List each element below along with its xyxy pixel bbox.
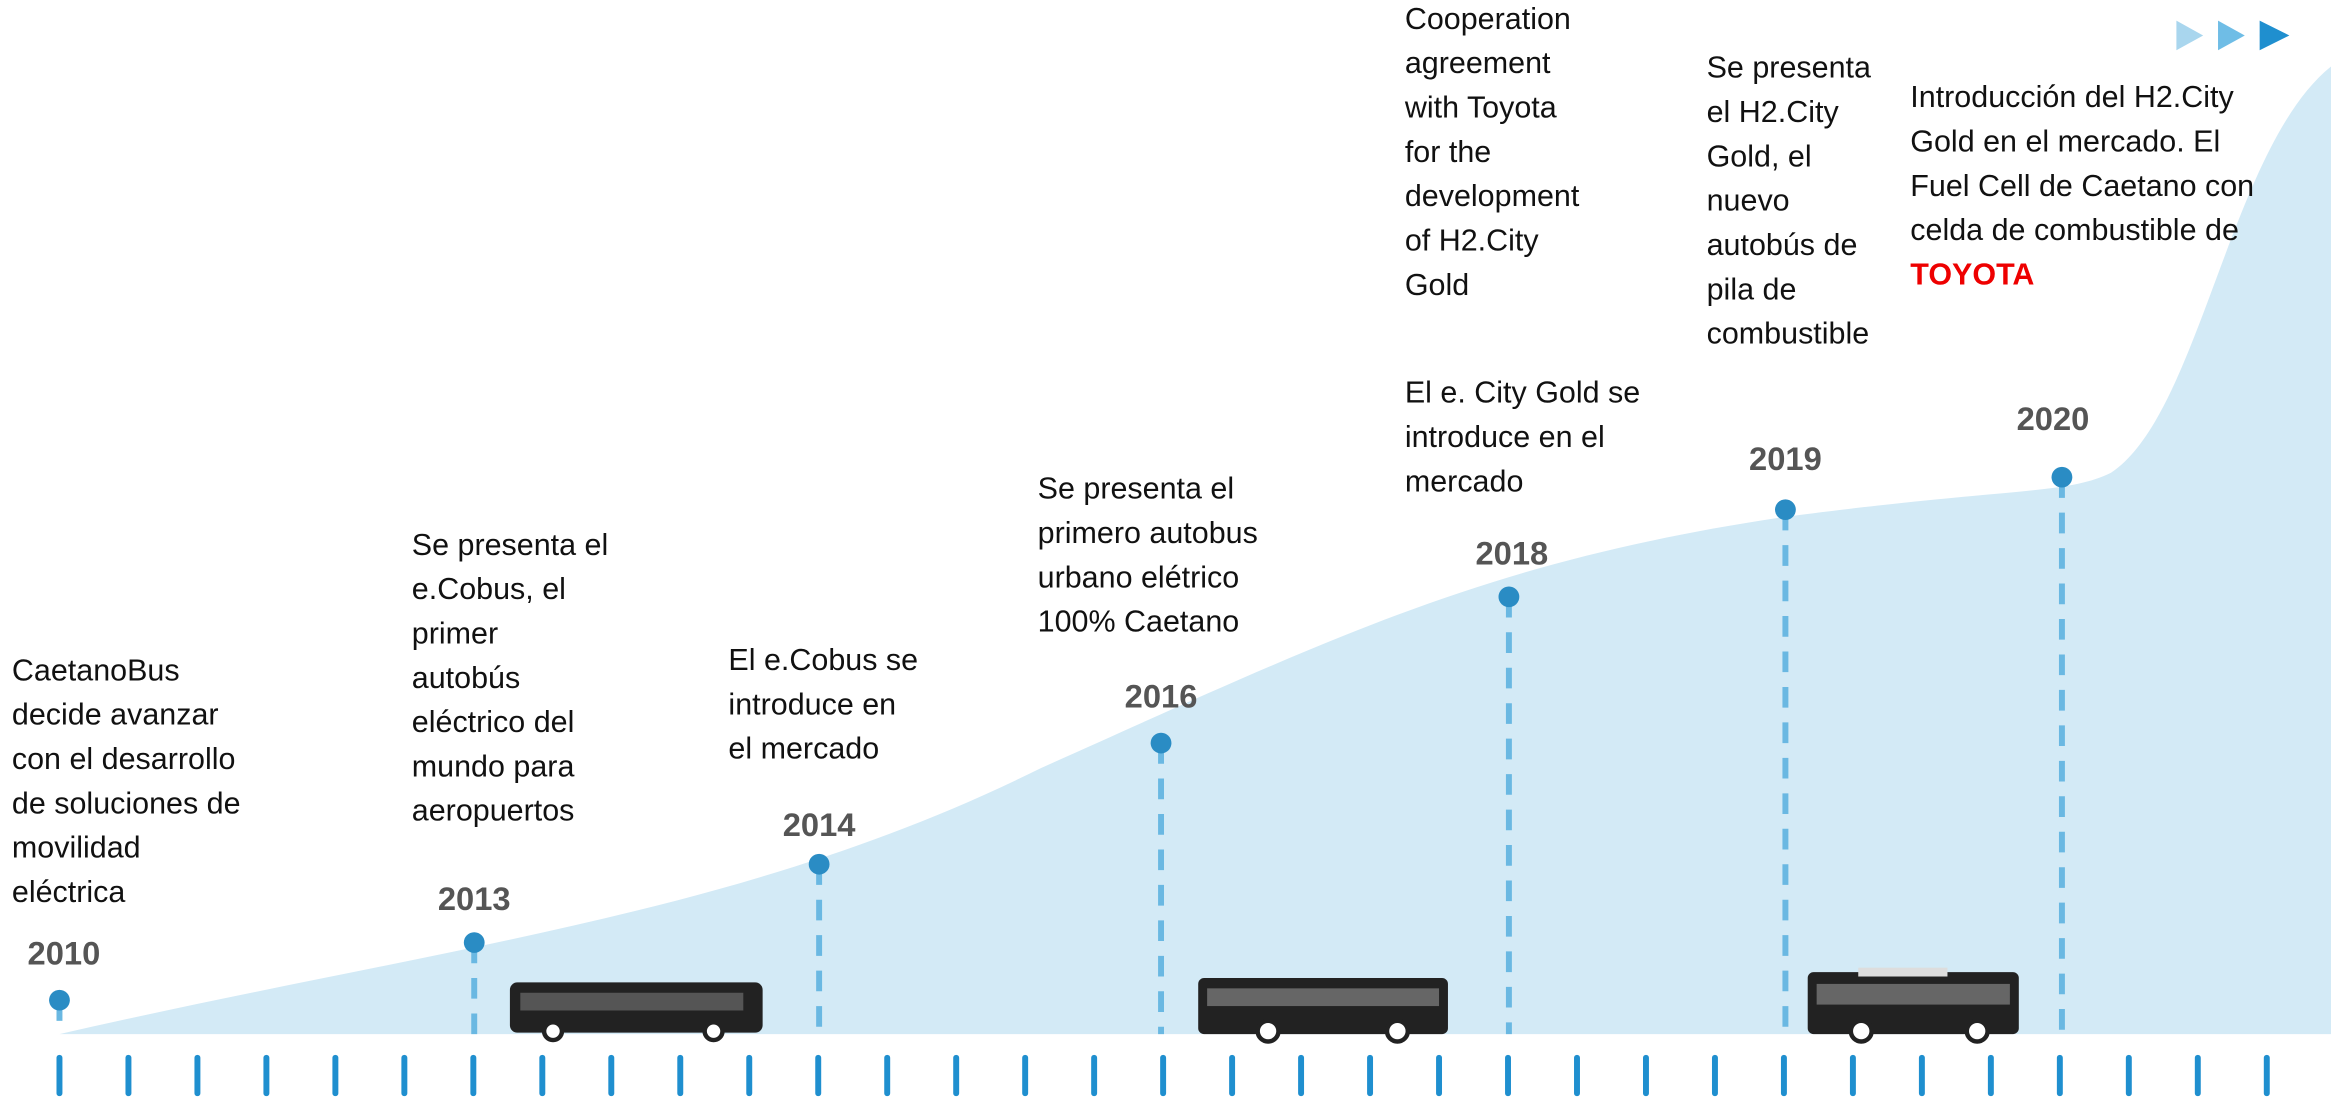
event-text: primer	[412, 617, 498, 651]
milestone-dot	[1775, 499, 1796, 520]
event-text: Gold en el mercado. El	[1910, 125, 2220, 159]
milestone-dot	[1499, 587, 1520, 608]
event-text: Fuel Cell de Caetano con	[1910, 169, 2254, 203]
event-text: Se presenta el	[1038, 472, 1235, 506]
event-text: Se presenta	[1707, 51, 1871, 85]
event-text: introduce en	[728, 687, 896, 721]
event-text: urbano elétrico	[1038, 560, 1240, 594]
event-text: eléctrica	[12, 875, 126, 909]
event-text: CaetanoBus	[12, 654, 180, 688]
event-text: autobús de	[1707, 228, 1858, 262]
milestone-dot	[2052, 467, 2073, 488]
event-text: combustible	[1707, 317, 1870, 351]
event-text: Se presenta el	[412, 528, 609, 562]
event-note: Gold	[1405, 268, 1469, 302]
event-text: con el desarrollo	[12, 742, 236, 776]
event-text: aeropuertos	[412, 794, 575, 828]
event-text: nuevo	[1707, 184, 1790, 218]
event-text: pila de	[1707, 272, 1797, 306]
event-note: of H2.City	[1405, 224, 1540, 258]
event-text: El e. City Gold se	[1405, 376, 1640, 410]
event-text: mundo para	[412, 750, 575, 784]
event-text: de soluciones de	[12, 786, 241, 820]
year-label: 2019	[1749, 440, 1822, 477]
year-label: 2010	[28, 935, 101, 972]
year-label: 2013	[438, 880, 511, 917]
event-text: eléctrico del	[412, 705, 575, 739]
year-label: 2016	[1125, 678, 1198, 715]
event-text: Gold, el	[1707, 139, 1812, 173]
year-label: 2020	[2017, 400, 2090, 437]
event-text: El e.Cobus se	[728, 643, 918, 677]
bus	[1808, 968, 2019, 1042]
event-note: agreement	[1405, 46, 1551, 80]
event-note: Cooperation	[1405, 2, 1571, 36]
arrows	[2176, 21, 2289, 51]
event-text: decide avanzar	[12, 698, 219, 732]
event-text: Introducción del H2.City	[1910, 80, 2234, 114]
event-note: development	[1405, 179, 1580, 213]
bus	[1198, 978, 1448, 1042]
event-note: with Toyota	[1404, 91, 1557, 125]
growth-area	[59, 66, 2331, 1034]
event-text: celda de combustible de	[1910, 213, 2239, 247]
event-note: for the	[1405, 135, 1491, 169]
event-text: introduce en el	[1405, 420, 1605, 454]
year-label: 2018	[1476, 534, 1549, 571]
bus	[510, 982, 763, 1040]
event-text: mercado	[1405, 464, 1524, 498]
event-text: primero autobus	[1038, 516, 1258, 550]
milestone-dot	[1151, 733, 1172, 754]
highlight-text: TOYOTA	[1910, 258, 2034, 292]
event-text: el H2.City	[1707, 95, 1840, 129]
bottom-ticks	[59, 1058, 2266, 1093]
milestone-dot	[49, 990, 70, 1011]
event-text: el mercado	[728, 732, 879, 766]
event-text: e.Cobus, el	[412, 572, 566, 606]
event-text: 100% Caetano	[1038, 605, 1240, 639]
event-text: autobús	[412, 661, 520, 695]
page: {"timeline": {"events": [ {"year": "2010…	[0, 0, 2331, 1108]
milestone-dot	[809, 854, 830, 875]
year-label: 2014	[783, 806, 856, 843]
timeline: 2010 CaetanoBus decide avanzar con el desar…	[0, 0, 2331, 1108]
event-text: movilidad	[12, 831, 141, 865]
milestone-dot	[464, 932, 485, 953]
